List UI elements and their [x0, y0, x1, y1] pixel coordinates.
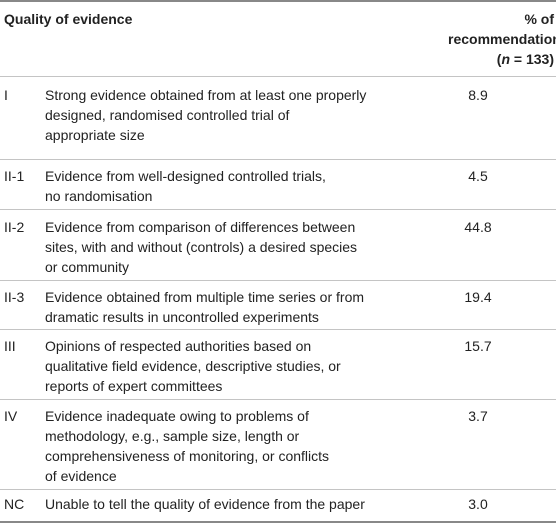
desc-line: designed, randomised controlled trial of — [45, 107, 290, 123]
row-code: IV — [4, 408, 18, 424]
row-description: Evidence obtained from multiple time ser… — [45, 287, 435, 327]
row-code: I — [4, 87, 8, 103]
percent-header-line3: (n = 133) — [448, 49, 554, 69]
row-value: 4.5 — [468, 168, 488, 184]
row-value: 15.7 — [464, 338, 492, 354]
row-value: 3.0 — [468, 496, 488, 512]
row-rule — [0, 159, 556, 160]
row-rule — [0, 280, 556, 281]
desc-line: comprehensiveness of monitoring, or conf… — [45, 448, 330, 464]
desc-line: qualitative field evidence, descriptive … — [45, 358, 341, 374]
desc-line: Evidence from comparison of differences … — [45, 219, 356, 235]
row-code: II-3 — [4, 289, 25, 305]
desc-line: dramatic results in uncontrolled experim… — [45, 309, 319, 325]
desc-line: Unable to tell the quality of evidence f… — [45, 496, 365, 512]
row-rule — [0, 329, 556, 330]
percent-header-line2: recommendations — [448, 31, 556, 47]
row-description: Evidence from comparison of differences … — [45, 217, 435, 277]
desc-line: Evidence from well-designed controlled t… — [45, 168, 326, 184]
percent-header-line1: % of — [524, 11, 554, 27]
row-value: 8.9 — [468, 87, 488, 103]
desc-line: methodology, e.g., sample size, length o… — [45, 428, 300, 444]
row-description: Unable to tell the quality of evidence f… — [45, 494, 435, 514]
row-code: II-1 — [4, 168, 25, 184]
header-rule — [0, 76, 556, 77]
row-rule — [0, 489, 556, 490]
percent-header: % of recommendations (n = 133) — [448, 9, 556, 69]
row-code: NC — [4, 496, 25, 512]
desc-line: of evidence — [45, 468, 117, 484]
row-value: 3.7 — [468, 408, 488, 424]
desc-line: Opinions of respected authorities based … — [45, 338, 312, 354]
desc-line: Strong evidence obtained from at least o… — [45, 87, 367, 103]
row-code: II-2 — [4, 219, 25, 235]
desc-line: reports of expert committees — [45, 378, 223, 394]
desc-line: no randomisation — [45, 188, 153, 204]
row-rule — [0, 209, 556, 210]
top-rule — [0, 0, 556, 2]
row-code: III — [4, 338, 16, 354]
row-rule — [0, 399, 556, 400]
desc-line: Evidence obtained from multiple time ser… — [45, 289, 365, 305]
row-description: Evidence from well-designed controlled t… — [45, 166, 435, 206]
row-description: Opinions of respected authorities based … — [45, 336, 435, 396]
desc-line: Evidence inadequate owing to problems of — [45, 408, 309, 424]
percent-header-open: ( — [496, 51, 502, 67]
percent-header-n: n — [501, 51, 511, 67]
desc-line: sites, with and without (controls) a des… — [45, 239, 358, 255]
row-value: 44.8 — [464, 219, 492, 235]
row-description: Evidence inadequate owing to problems of… — [45, 406, 435, 486]
desc-line: appropriate size — [45, 127, 145, 143]
desc-line: or community — [45, 259, 130, 275]
percent-header-count: = 133) — [510, 51, 554, 67]
bottom-rule — [0, 521, 556, 523]
row-value: 19.4 — [464, 289, 492, 305]
quality-of-evidence-header: Quality of evidence — [4, 11, 133, 27]
row-description: Strong evidence obtained from at least o… — [45, 85, 435, 145]
